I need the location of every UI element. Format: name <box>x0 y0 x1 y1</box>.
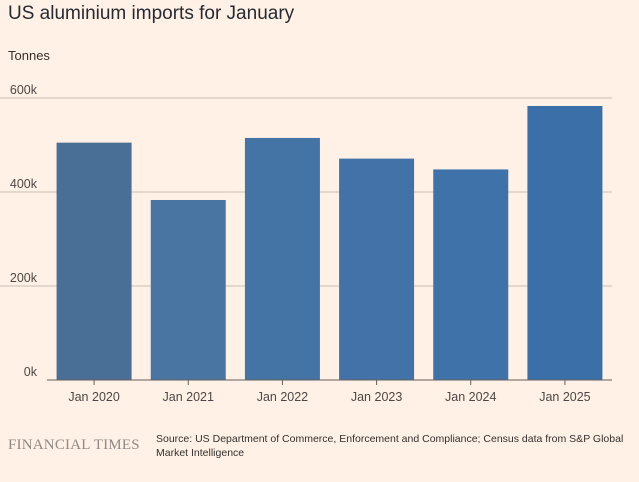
y-axis-ticks: 0k 200k 400k 600k <box>10 83 38 379</box>
y-tick-label: 200k <box>10 271 38 285</box>
bar <box>244 137 320 380</box>
x-tick-label: Jan 2022 <box>257 390 308 404</box>
x-tick-label: Jan 2024 <box>445 390 496 404</box>
bar <box>527 105 603 381</box>
y-tick-label: 400k <box>10 177 38 191</box>
x-tick-label: Jan 2023 <box>351 390 402 404</box>
bar <box>56 142 132 380</box>
y-axis-unit-label: Tonnes <box>8 48 50 63</box>
chart-title: US aluminium imports for January <box>8 3 295 24</box>
bar <box>339 158 415 380</box>
y-tick-label: 600k <box>10 83 38 97</box>
source-note: Source: US Department of Commerce, Enfor… <box>156 433 624 459</box>
x-tick-label: Jan 2025 <box>539 390 590 404</box>
bars <box>56 105 603 381</box>
bar <box>433 169 509 380</box>
bar <box>150 199 226 380</box>
ft-logo: FINANCIAL TIMES <box>8 437 140 453</box>
y-tick-label: 0k <box>24 365 38 379</box>
x-tick-label: Jan 2021 <box>163 390 214 404</box>
x-axis: Jan 2020 Jan 2021 Jan 2022 Jan 2023 Jan 2024… <box>47 379 612 404</box>
x-tick-label: Jan 2020 <box>68 390 119 404</box>
